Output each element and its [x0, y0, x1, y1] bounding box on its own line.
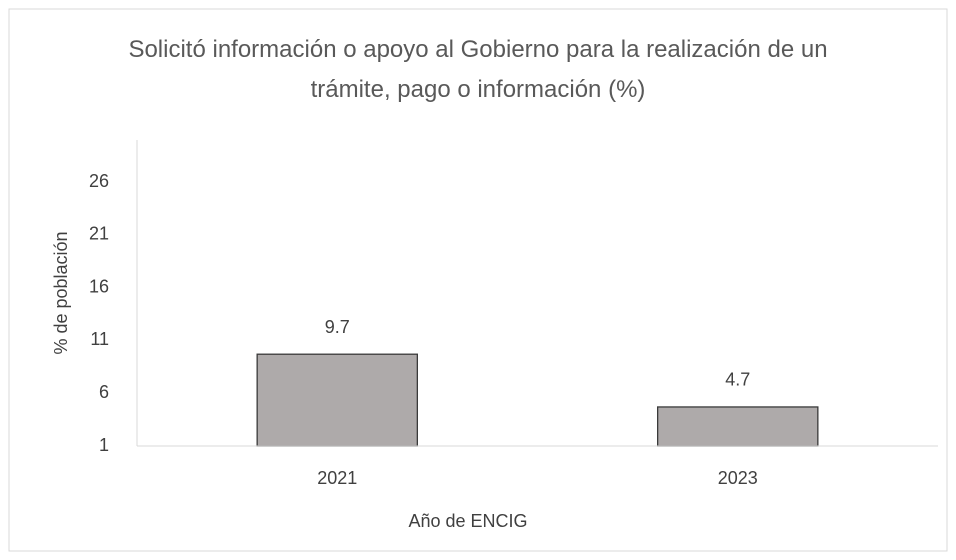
- data-label: 9.7: [325, 317, 350, 337]
- y-tick-label: 11: [90, 329, 109, 349]
- chart-border: [8, 8, 948, 552]
- bar: [657, 406, 819, 447]
- x-axis-label: Año de ENCIG: [408, 511, 527, 531]
- chart-title: Solicitó información o apoyo al Gobierno…: [128, 36, 828, 103]
- y-axis-label: % de población: [51, 231, 71, 354]
- y-tick-label: 1: [99, 435, 109, 455]
- bar: [256, 353, 418, 447]
- data-label: 4.7: [725, 370, 750, 390]
- y-tick-label: 21: [89, 224, 109, 244]
- y-tick-label: 16: [89, 276, 109, 296]
- y-tick-label: 6: [99, 382, 109, 402]
- x-tick-label: 2021: [317, 468, 357, 488]
- x-tick-label: 2023: [718, 468, 758, 488]
- y-tick-label: 26: [89, 171, 109, 191]
